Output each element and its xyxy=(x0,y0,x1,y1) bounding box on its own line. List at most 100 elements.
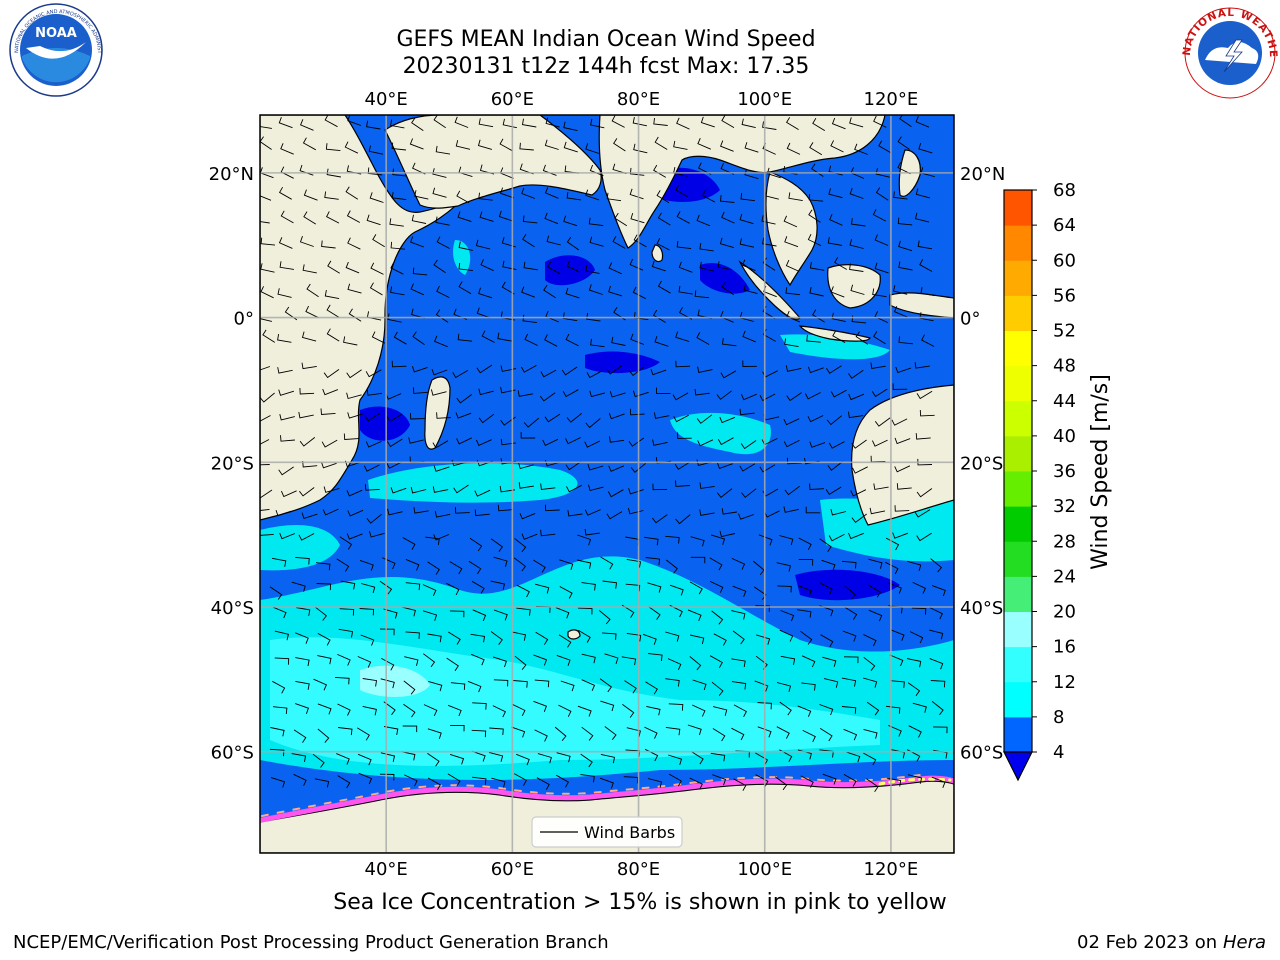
wind-barb xyxy=(588,484,604,492)
wind-barb xyxy=(522,234,535,248)
wind-barb xyxy=(279,261,294,270)
wind-barb xyxy=(762,488,779,497)
wind-barb xyxy=(458,241,473,251)
wind-barb xyxy=(800,775,814,788)
wind-barb xyxy=(566,236,580,251)
wind-barb xyxy=(590,338,605,348)
map-gridlines xyxy=(260,115,954,853)
wind-barb xyxy=(645,681,658,695)
wind-barb xyxy=(874,262,889,274)
wind-barb xyxy=(501,237,516,248)
tick-label-lon-top: 120°E xyxy=(864,89,919,110)
wind-barb xyxy=(322,508,339,516)
colorbar-tick-label: 48 xyxy=(1053,356,1076,377)
wind-barb xyxy=(544,139,559,150)
tick-label-lon-bottom: 40°E xyxy=(365,859,408,880)
wind-barb xyxy=(410,412,425,420)
colorbar-segment xyxy=(1004,471,1032,507)
wind-barb xyxy=(915,116,930,128)
wind-barb xyxy=(404,774,418,787)
wind-barb xyxy=(511,726,526,738)
wind-barb xyxy=(567,510,583,517)
wind-barb xyxy=(831,117,846,130)
wind-barb xyxy=(849,239,864,249)
wind-barb xyxy=(586,370,603,379)
wind-barb xyxy=(874,234,889,246)
wind-barb xyxy=(742,360,757,367)
wind-barb xyxy=(674,461,691,470)
wind-barb xyxy=(346,489,363,497)
wind-barb-field xyxy=(260,115,948,792)
wind-barb xyxy=(540,369,557,378)
wind-barb xyxy=(489,727,504,736)
wind-barb xyxy=(868,609,883,622)
wind-barb xyxy=(390,241,406,250)
wind-barb xyxy=(478,118,494,128)
wind-barb xyxy=(370,262,384,275)
wind-barb xyxy=(798,585,812,597)
wind-barb xyxy=(757,702,772,710)
wind-barb xyxy=(581,726,594,741)
wind-barb xyxy=(828,441,845,449)
colorbar-tick-label: 4 xyxy=(1053,742,1064,763)
wind-barb xyxy=(337,775,351,789)
wind-barb xyxy=(675,360,691,368)
wind-barb xyxy=(474,489,491,497)
wind-barb xyxy=(665,678,680,687)
wind-barb xyxy=(390,286,405,296)
wind-barb xyxy=(892,532,909,539)
wind-barb xyxy=(590,118,605,129)
wind-barb xyxy=(710,534,726,545)
wind-barb xyxy=(785,287,800,296)
wind-barb xyxy=(701,190,716,203)
land-kerguelen xyxy=(567,629,581,640)
wind-barb xyxy=(694,290,710,299)
wind-barb xyxy=(754,680,769,692)
wind-barb xyxy=(666,559,678,574)
wind-barb xyxy=(405,631,420,639)
wind-barb xyxy=(783,506,799,513)
wind-barb xyxy=(761,215,776,225)
wind-barb xyxy=(809,142,823,156)
wind-barb xyxy=(447,773,461,787)
wind-barb xyxy=(756,634,771,645)
wind-barb xyxy=(669,584,684,596)
wind-barb xyxy=(468,560,482,575)
colorbar-segment xyxy=(1004,681,1032,718)
wind-barb xyxy=(340,580,356,590)
wind-barb xyxy=(450,682,466,690)
colorbar-segment xyxy=(1004,260,1032,296)
wind-barb xyxy=(410,236,424,248)
wind-barb xyxy=(472,609,487,622)
wind-barb xyxy=(863,728,878,739)
wind-barb xyxy=(777,585,792,593)
wind-barb xyxy=(536,777,550,790)
wind-barb xyxy=(278,117,293,129)
wind-barb xyxy=(405,558,420,571)
wind-barb xyxy=(652,309,666,323)
wind-barb xyxy=(299,437,316,447)
wind-barb xyxy=(711,610,724,625)
wind-barb xyxy=(390,487,407,494)
wind-barb xyxy=(653,117,668,126)
wind-barb xyxy=(654,136,668,150)
wind-barb xyxy=(432,187,447,198)
wind-barb xyxy=(709,580,724,593)
wind-barb xyxy=(303,189,318,201)
wind-barb xyxy=(604,726,617,740)
wind-barb xyxy=(807,234,822,247)
wind-barb xyxy=(852,466,868,474)
tick-label-lat-left: 20°N xyxy=(209,164,254,185)
wind-barb xyxy=(458,281,472,295)
wind-barb xyxy=(675,331,690,342)
wind-barb xyxy=(436,285,450,299)
wind-barb xyxy=(779,701,792,716)
wind-barb xyxy=(809,287,824,297)
wind-barb xyxy=(743,284,758,295)
wind-barb xyxy=(866,778,879,792)
wind-barb xyxy=(391,360,407,368)
wind-barb xyxy=(819,704,834,716)
wind-barb xyxy=(842,630,857,642)
wind-barb xyxy=(696,414,713,424)
wind-barb xyxy=(520,432,536,439)
